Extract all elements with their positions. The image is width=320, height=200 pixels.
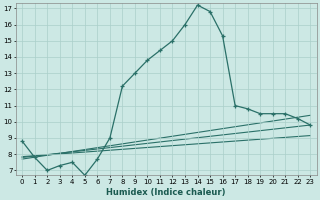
X-axis label: Humidex (Indice chaleur): Humidex (Indice chaleur) — [107, 188, 226, 197]
